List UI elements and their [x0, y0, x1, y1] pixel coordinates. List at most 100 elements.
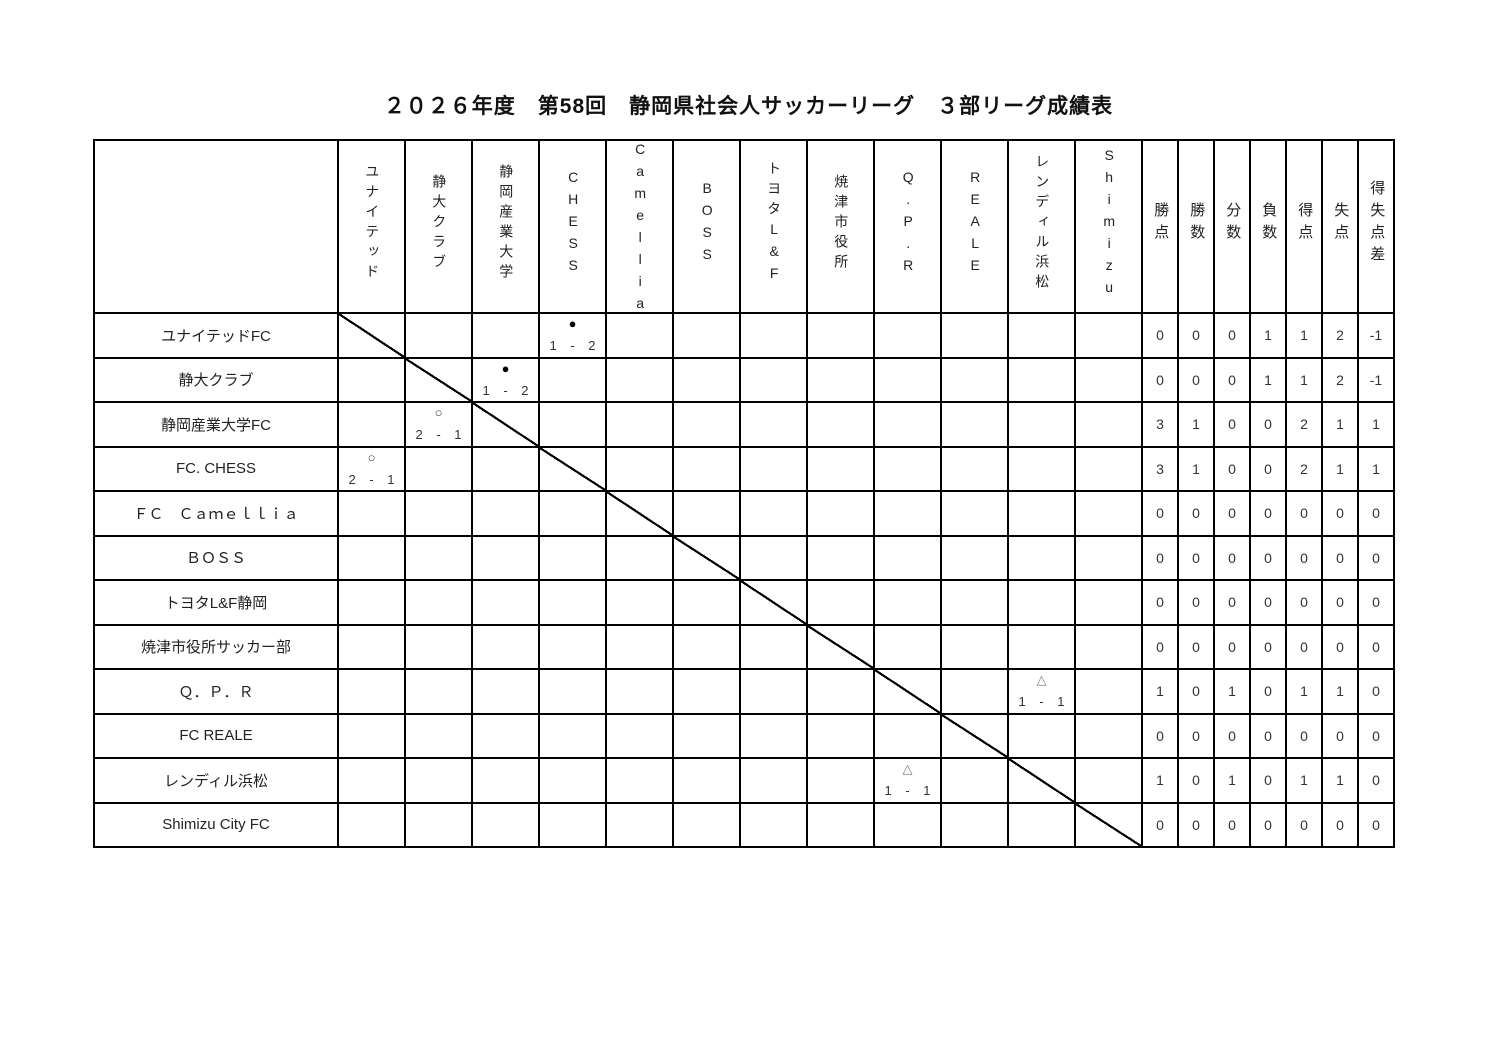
empty-result-cell [672, 312, 741, 359]
match-result-cell: ● 1 - 2 [538, 312, 607, 359]
match-result-cell: △ 1 - 1 [873, 757, 942, 804]
stat-cell: 0 [1177, 356, 1215, 403]
corner-cell [93, 139, 339, 314]
stat-header: 得失点差 [1357, 139, 1395, 314]
team-row: 静大クラブ ● 1 - 2 0 0 0 1 1 2 -1 [93, 356, 1395, 403]
empty-result-cell [1007, 534, 1076, 581]
opponent-header-label: 静大クラブ [431, 174, 448, 274]
stat-cell: 0 [1213, 401, 1251, 448]
empty-result-cell [739, 445, 808, 492]
result-score: 2 - 1 [415, 427, 462, 443]
self-match-diagonal-cell [538, 445, 607, 492]
empty-result-cell [739, 534, 808, 581]
empty-result-cell [471, 490, 540, 537]
stat-cell: 0 [1285, 712, 1323, 759]
opponent-header-label: Camellia [632, 141, 649, 317]
self-match-diagonal-cell [1074, 801, 1143, 848]
stat-header: 負数 [1249, 139, 1287, 314]
stat-cell: 1 [1249, 356, 1287, 403]
opponent-header: Q.P.R [873, 139, 942, 314]
empty-result-cell [337, 668, 406, 715]
empty-result-cell [404, 534, 473, 581]
empty-result-cell [672, 579, 741, 626]
stat-cell: 0 [1285, 490, 1323, 537]
stat-cell: 0 [1141, 579, 1179, 626]
stat-cell: 0 [1177, 757, 1215, 804]
team-name: 静大クラブ [93, 356, 339, 403]
stat-cell: 1 [1321, 401, 1359, 448]
empty-result-cell [605, 356, 674, 403]
empty-result-cell [605, 668, 674, 715]
stat-cell: 1 [1321, 668, 1359, 715]
empty-result-cell [739, 490, 808, 537]
stat-cell: 0 [1141, 801, 1179, 848]
stat-cell: 0 [1213, 445, 1251, 492]
stat-cell: 1 [1321, 757, 1359, 804]
empty-result-cell [1074, 490, 1143, 537]
empty-result-cell [739, 623, 808, 670]
opponent-header-label: ユナイテッド [364, 164, 381, 284]
empty-result-cell [605, 623, 674, 670]
empty-result-cell [873, 312, 942, 359]
empty-result-cell [873, 445, 942, 492]
header-row: ユナイテッド 静大クラブ 静岡産業大学 CHESS Camellia BOSS トヨタL&F… [93, 139, 1395, 317]
empty-result-cell [1007, 401, 1076, 448]
empty-result-cell [806, 312, 875, 359]
stat-cell: 0 [1321, 623, 1359, 670]
empty-result-cell [404, 445, 473, 492]
match-result-cell: ○ 2 - 1 [337, 445, 406, 492]
result-mark: △ [902, 761, 913, 776]
empty-result-cell [605, 445, 674, 492]
result-mark: ○ [434, 405, 443, 420]
stat-cell: 0 [1249, 579, 1287, 626]
stat-cell: 1 [1141, 668, 1179, 715]
empty-result-cell [337, 579, 406, 626]
stat-cell: 0 [1177, 490, 1215, 537]
empty-result-cell [1074, 623, 1143, 670]
result-mark: △ [1036, 672, 1047, 687]
empty-result-cell [873, 712, 942, 759]
empty-result-cell [404, 312, 473, 359]
empty-result-cell [337, 801, 406, 848]
empty-result-cell [337, 757, 406, 804]
stat-cell: 0 [1357, 757, 1395, 804]
empty-result-cell [806, 401, 875, 448]
stat-cell: 1 [1177, 401, 1215, 448]
stat-cell: 1 [1285, 757, 1323, 804]
empty-result-cell [1074, 668, 1143, 715]
empty-result-cell [1007, 356, 1076, 403]
self-match-diagonal-cell [404, 356, 473, 403]
empty-result-cell [806, 579, 875, 626]
empty-result-cell [739, 757, 808, 804]
opponent-header-label: Q.P.R [900, 169, 917, 279]
empty-result-cell [739, 356, 808, 403]
stat-cell: 0 [1249, 668, 1287, 715]
stat-cell: 0 [1357, 623, 1395, 670]
stat-cell: 0 [1357, 579, 1395, 626]
stat-cell: 0 [1177, 623, 1215, 670]
stat-header: 失点 [1321, 139, 1359, 314]
stat-cell: 0 [1285, 579, 1323, 626]
empty-result-cell [739, 668, 808, 715]
empty-result-cell [471, 668, 540, 715]
team-name: トヨタL&F静岡 [93, 579, 339, 626]
empty-result-cell [471, 623, 540, 670]
opponent-header-label: REALE [967, 169, 984, 279]
empty-result-cell [337, 712, 406, 759]
empty-result-cell [806, 534, 875, 581]
team-name: 焼津市役所サッカー部 [93, 623, 339, 670]
empty-result-cell [1074, 579, 1143, 626]
empty-result-cell [605, 534, 674, 581]
empty-result-cell [940, 401, 1009, 448]
stat-cell: 0 [1321, 712, 1359, 759]
stat-cell: 0 [1285, 534, 1323, 581]
empty-result-cell [538, 356, 607, 403]
stat-cell: 0 [1285, 623, 1323, 670]
result-mark: ● [501, 360, 510, 376]
empty-result-cell [337, 623, 406, 670]
empty-result-cell [337, 534, 406, 581]
stat-cell: 1 [1285, 668, 1323, 715]
empty-result-cell [672, 801, 741, 848]
stat-cell: 0 [1213, 712, 1251, 759]
empty-result-cell [672, 490, 741, 537]
